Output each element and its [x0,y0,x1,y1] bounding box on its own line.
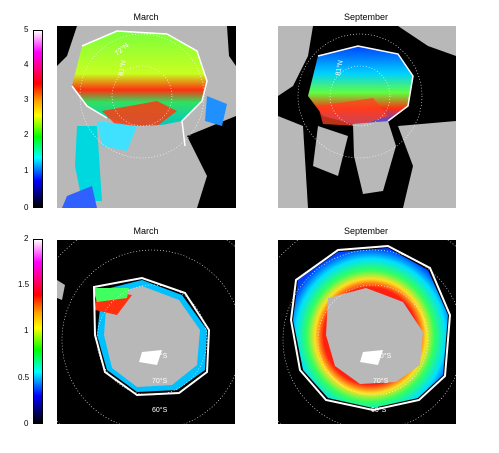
latitude-label: 70°S [152,377,168,385]
latitude-label: 60°S [152,406,168,414]
colorbar-tick: 1 [24,326,29,335]
colorbar-tick: 0 [24,203,29,212]
latitude-label: 80°S [152,352,168,360]
colorbar-tick: 0 [24,419,29,428]
colorbar-arctic [33,30,43,208]
colorbar-antarctic [33,239,43,424]
colorbar-tick: 0.5 [18,373,30,382]
panel-title: March [133,226,159,236]
colorbar-tick: 2 [24,234,29,243]
colorbar-tick: 5 [24,25,29,34]
colorbar-tick: 1.5 [18,280,30,289]
map-antarctic-september: 80°S 70°S 60°S [278,240,456,424]
colorbar-tick: 2 [24,130,29,139]
colorbar-tick: 1 [24,166,29,175]
colorbar-tick: 3 [24,95,29,104]
map-arctic-september: 81°N [278,26,456,208]
latitude-label: 81°N [117,60,128,77]
map-arctic-march: 72°N 81°N [57,26,236,208]
latitude-label: 80°S [376,352,392,360]
panel-title: September [343,226,389,236]
latitude-label: 60°S [371,406,387,414]
latitude-label: 70°S [373,377,389,385]
panel-title: March [133,12,159,22]
map-antarctic-march: 80°S 70°S 60°S [57,240,235,424]
panel-title: September [343,12,389,22]
latitude-label: 81°N [334,60,345,77]
colorbar-tick: 4 [24,60,29,69]
